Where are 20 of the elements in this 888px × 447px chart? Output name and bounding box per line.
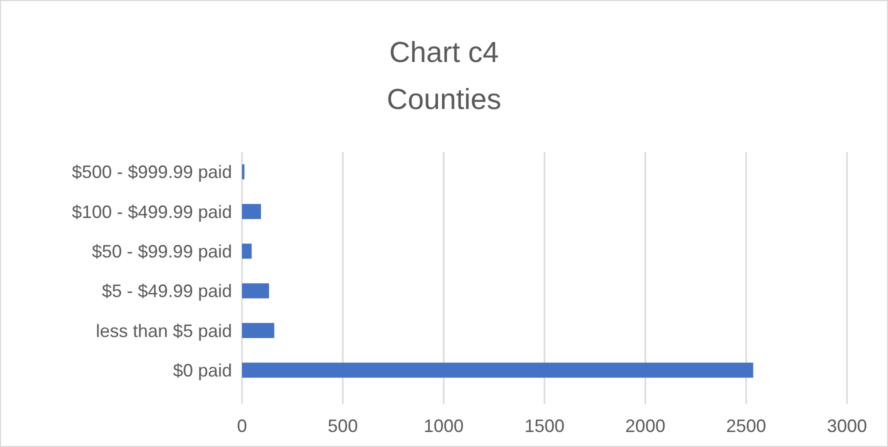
y-tick-label: $0 paid xyxy=(172,360,232,380)
bar xyxy=(242,283,270,298)
bar xyxy=(242,244,252,259)
x-tick-label: 2000 xyxy=(625,416,666,436)
y-tick-label: $100 - $499.99 paid xyxy=(72,202,232,222)
x-tick-label: 0 xyxy=(236,416,248,436)
x-tick-label: 1500 xyxy=(524,416,565,436)
x-tick-label: 2500 xyxy=(726,416,766,436)
chart-subtitle: Counties xyxy=(386,84,502,116)
bar xyxy=(242,322,274,338)
y-tick-label: $5 - $49.99 paid xyxy=(102,281,232,302)
y-tick-label: $500 - $999.99 paid xyxy=(72,162,232,182)
y-tick-label: $50 - $99.99 paid xyxy=(92,241,232,262)
bar xyxy=(242,362,754,378)
chart-title: Chart c4 xyxy=(389,37,499,69)
x-tick-label: 500 xyxy=(328,416,358,436)
x-tick-label: 3000 xyxy=(826,416,868,436)
bar xyxy=(242,204,261,220)
x-tick-label: 1000 xyxy=(424,416,464,436)
y-tick-label: less than $5 paid xyxy=(96,320,232,341)
